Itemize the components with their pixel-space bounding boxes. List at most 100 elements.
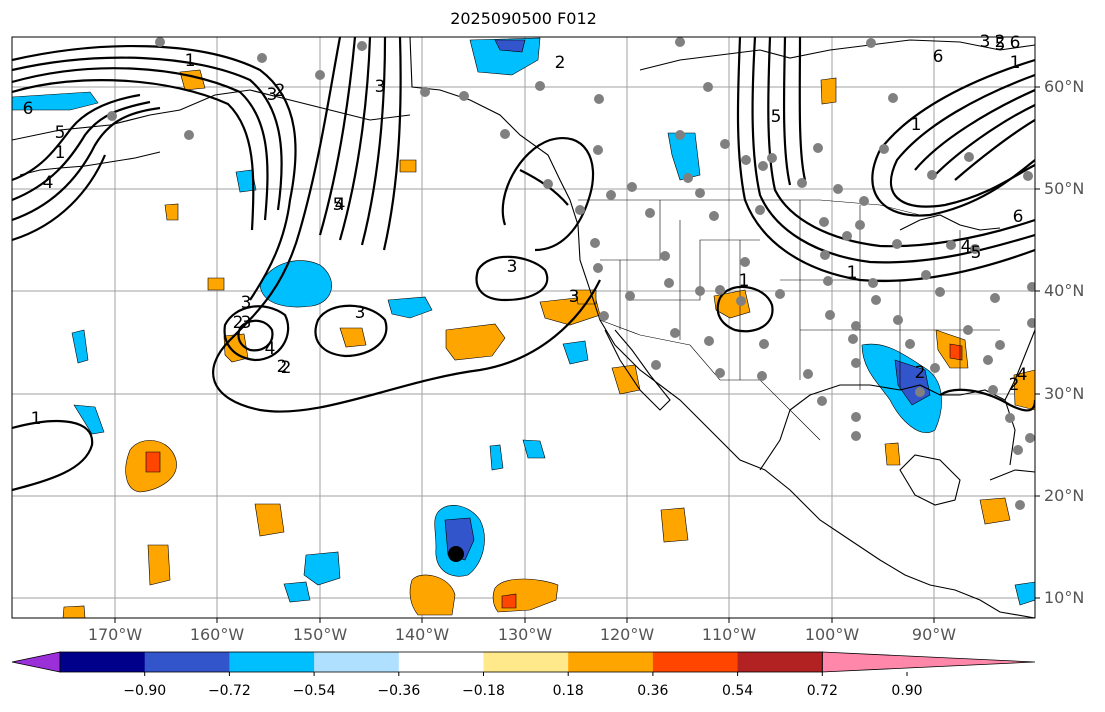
colorbar-segment: [652, 652, 739, 672]
contour-label: 6: [23, 99, 34, 119]
contour-label: 4: [335, 195, 346, 215]
latitude-label: 60°N: [1044, 77, 1085, 96]
orange-blob: [445, 323, 506, 361]
colorbar-tick-label: −0.72: [207, 683, 251, 699]
contour-label: 1: [31, 409, 42, 429]
contour-label: 3: [241, 293, 252, 313]
cuba: [989, 469, 1035, 481]
longitude-label: 140°W: [394, 625, 450, 644]
cyan-blob: [73, 404, 105, 435]
cyan-blob: [283, 581, 311, 603]
cyan-blob: [387, 296, 433, 319]
atlantic-coast: [1004, 329, 1035, 401]
contour-label: 3: [355, 303, 366, 323]
contour-label: 6: [1010, 33, 1021, 53]
gulf-coast: [759, 384, 1016, 471]
contour-label: 1: [847, 263, 858, 283]
orange-blob: [660, 507, 689, 543]
cyan-blob: [667, 132, 701, 181]
cyan-blob: [1014, 581, 1035, 606]
contour-label: 1: [739, 271, 750, 291]
cyan-blob: [522, 439, 546, 459]
station-dots: [107, 37, 1035, 510]
tick-marks: [114, 86, 1040, 623]
political-borders: [578, 199, 1000, 441]
contour-label: 5: [55, 123, 66, 143]
red-blob: [145, 451, 161, 473]
colorbar-tick-label: −0.36: [377, 683, 421, 699]
longitude-label: 160°W: [189, 625, 245, 644]
orange-blob: [207, 277, 225, 291]
contour-label: 5: [971, 243, 982, 263]
colorbar-tick-label: −0.90: [123, 683, 167, 699]
colorbar-segment: [568, 652, 654, 672]
colorbar-segment: [398, 652, 484, 672]
colorbar-segment: [483, 652, 569, 672]
cyan-blob: [71, 329, 89, 364]
baja-coast: [604, 329, 671, 411]
contour-label: 6: [933, 47, 944, 67]
colorbar-tick-label: 0.54: [722, 683, 754, 699]
latitude-label: 50°N: [1044, 179, 1085, 198]
map-frame: [11, 36, 1036, 619]
hudson-coast: [639, 39, 1035, 71]
aleutians: [19, 151, 161, 176]
longitude-label: 120°W: [599, 625, 655, 644]
contour-label: 4: [1017, 365, 1028, 385]
orange-blob: [399, 159, 417, 173]
colorbar-tick-label: 0.18: [552, 683, 584, 699]
cyan-blob: [12, 91, 99, 111]
longitude-label: 150°W: [292, 625, 348, 644]
orange-blob: [62, 605, 86, 618]
latitude-label: 40°N: [1044, 281, 1085, 300]
orange-blob: [820, 77, 837, 105]
colorbar-tick-label: 0.90: [891, 683, 923, 699]
latitude-label: 20°N: [1044, 486, 1085, 505]
colorbar-segment: [60, 652, 146, 672]
contour-label: 4: [961, 237, 972, 257]
longitude-label: 110°W: [701, 625, 757, 644]
hurricane-marker: [448, 546, 464, 562]
contour-label: 2: [233, 313, 244, 333]
colorbar: [11, 651, 1036, 676]
contour-label: 2: [1009, 375, 1020, 395]
longitude-label: 130°W: [497, 625, 553, 644]
red-blob: [501, 593, 517, 609]
colorbar-frame: [59, 651, 823, 673]
red-blob: [949, 343, 963, 361]
cyan-blob: [259, 260, 332, 308]
colorbar-tick-label: 0.36: [637, 683, 669, 699]
longitude-label: 90°W: [911, 625, 957, 644]
contour-label: 1: [911, 115, 922, 135]
colorbar-segment: [737, 652, 823, 672]
contour-label: 5: [771, 107, 782, 127]
contour-label: 1: [1010, 53, 1021, 73]
colorbar-extend-left: [11, 651, 61, 673]
contour-label: 3: [375, 77, 386, 97]
orange-blob: [1013, 369, 1035, 411]
orange-blob: [147, 544, 171, 586]
contour-label: 1: [185, 51, 196, 71]
cyan-blob: [489, 444, 504, 471]
contour-label: 2: [281, 358, 292, 378]
contour-label: 2: [995, 32, 1006, 52]
contour-label: 3: [241, 313, 252, 333]
contour-label: 1: [55, 143, 66, 163]
contour-label: 5: [995, 35, 1006, 55]
latitude-label: 30°N: [1044, 384, 1085, 403]
contour-label: 2: [277, 357, 288, 377]
colorbar-tick-label: −0.18: [462, 683, 505, 699]
latitude-label: 10°N: [1044, 588, 1085, 607]
contour-label: 3: [569, 287, 580, 307]
orange-blob: [339, 327, 367, 348]
great-lakes: [899, 214, 1001, 231]
coastlines: [12, 37, 1035, 618]
colorbar-segment: [144, 652, 230, 672]
colorbar-segment: [314, 652, 400, 672]
contour-label: 3: [267, 85, 278, 105]
orange-blob: [979, 497, 1011, 525]
longitude-label: 170°W: [87, 625, 143, 644]
contour-label: 2: [915, 363, 926, 383]
